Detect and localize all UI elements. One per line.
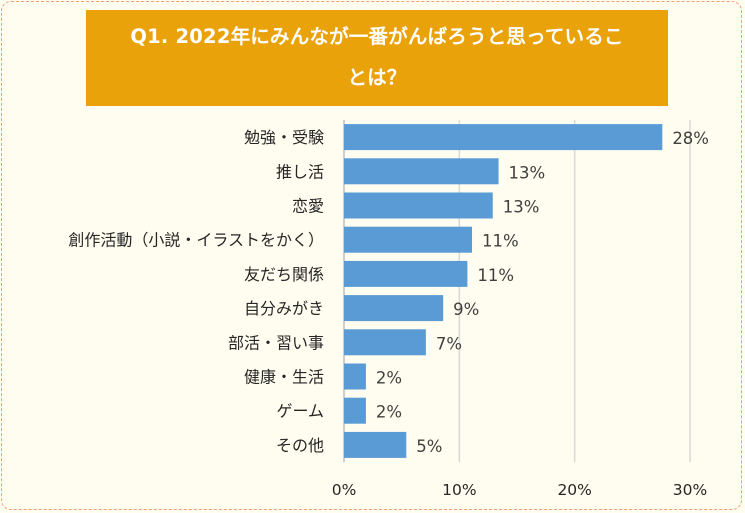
bar-9 (344, 397, 366, 424)
x-tick-labels: 0% 10% 20% 30% (332, 481, 708, 499)
category-label-7: 部活・習い事 (228, 333, 324, 352)
category-label-6: 自分みがき (244, 299, 324, 318)
x-tick-label-20: 20% (557, 481, 591, 499)
category-label-8: 健康・生活 (244, 368, 324, 387)
bar-10 (344, 431, 407, 458)
x-tick-label-10: 10% (442, 481, 476, 499)
category-label-10: その他 (276, 436, 324, 455)
value-label-3: 13% (503, 198, 540, 217)
category-label-3: 恋愛 (292, 197, 324, 216)
chart-title-line-2: とは？ (347, 66, 407, 89)
value-labels: 28% 13% 13% 11% 11% 9% 7% 2% 2% 5% (376, 129, 709, 456)
bar-7 (344, 329, 426, 356)
bar-2 (344, 158, 499, 185)
bars (344, 124, 663, 458)
value-label-4: 11% (482, 232, 519, 251)
chart-title-line-1: Q1. 2022年にみんなが一番がんばろうと思っているこ (130, 25, 624, 48)
bar-5 (344, 260, 468, 287)
bar-1 (344, 124, 663, 151)
bar-4 (344, 226, 473, 253)
value-label-7: 7% (436, 334, 462, 353)
category-label-2: 推し活 (276, 162, 324, 181)
x-tick-label-30: 30% (673, 481, 707, 499)
chart-title: Q1. 2022年にみんなが一番がんばろうと思っているこ とは？ (86, 10, 668, 106)
bar-8 (344, 363, 366, 390)
value-label-8: 2% (376, 369, 402, 388)
value-label-1: 28% (672, 129, 709, 148)
value-label-2: 13% (509, 163, 546, 182)
bar-6 (344, 295, 444, 322)
category-label-1: 勉強・受験 (244, 128, 324, 147)
x-tick-label-0: 0% (332, 481, 357, 499)
value-label-6: 9% (453, 300, 479, 319)
category-label-9: ゲーム (276, 402, 324, 421)
category-label-5: 友だち関係 (244, 265, 324, 284)
value-label-9: 2% (376, 403, 402, 422)
value-label-5: 11% (477, 266, 514, 285)
value-label-10: 5% (416, 437, 442, 456)
category-label-4: 創作活動（小説・イラストをかく） (68, 231, 324, 250)
bar-3 (344, 192, 493, 219)
